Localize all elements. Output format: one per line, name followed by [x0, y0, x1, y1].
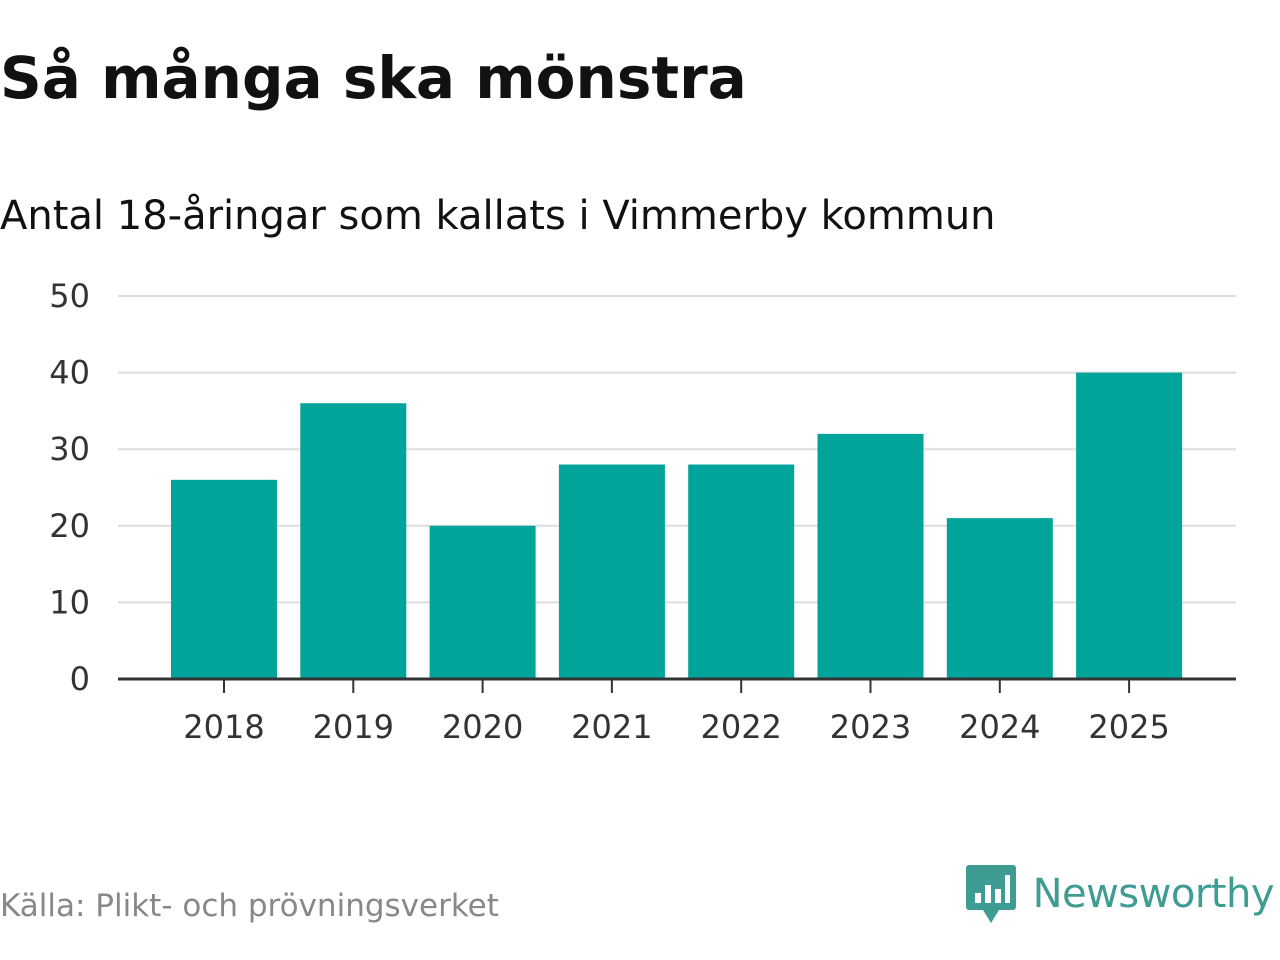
bar-chart: 0 10 20 30 40 50 2018 2019 2020 2021 2022 2023 2024 2…	[49, 277, 1236, 746]
y-tick-label: 0	[70, 660, 90, 698]
bar-2020[interactable]	[429, 525, 536, 679]
y-tick-label: 20	[49, 507, 90, 545]
x-tick-label: 2018	[183, 708, 264, 746]
y-tick-label: 50	[49, 277, 90, 315]
x-tick-label: 2022	[700, 708, 781, 746]
newsworthy-logo-text: Newsworthy	[1032, 871, 1275, 917]
chart-subtitle: Antal 18-åringar som kallats i Vimmerby …	[0, 193, 996, 239]
bar-2021[interactable]	[558, 464, 665, 679]
bar-2023[interactable]	[817, 433, 924, 679]
chart-title: Så många ska mönstra	[0, 44, 747, 112]
bar-2019[interactable]	[300, 403, 407, 679]
newsworthy-logo-icon	[965, 865, 1016, 923]
bar-2022[interactable]	[688, 464, 795, 679]
x-tick-label: 2021	[571, 708, 652, 746]
x-tick-label: 2020	[442, 708, 523, 746]
x-tick-label: 2019	[313, 708, 394, 746]
y-tick-label: 10	[49, 583, 90, 621]
bar-2025[interactable]	[1076, 372, 1183, 679]
y-tick-label: 30	[49, 430, 90, 468]
x-tick-label: 2024	[959, 708, 1040, 746]
y-tick-label: 40	[49, 354, 90, 392]
x-tick-label: 2025	[1088, 708, 1169, 746]
newsworthy-logo[interactable]: Newsworthy	[965, 862, 1275, 926]
bar-2018[interactable]	[171, 479, 277, 679]
source-note: Källa: Plikt- och prövningsverket	[0, 888, 499, 924]
x-tick-label: 2023	[830, 708, 911, 746]
bar-2024[interactable]	[946, 518, 1053, 679]
